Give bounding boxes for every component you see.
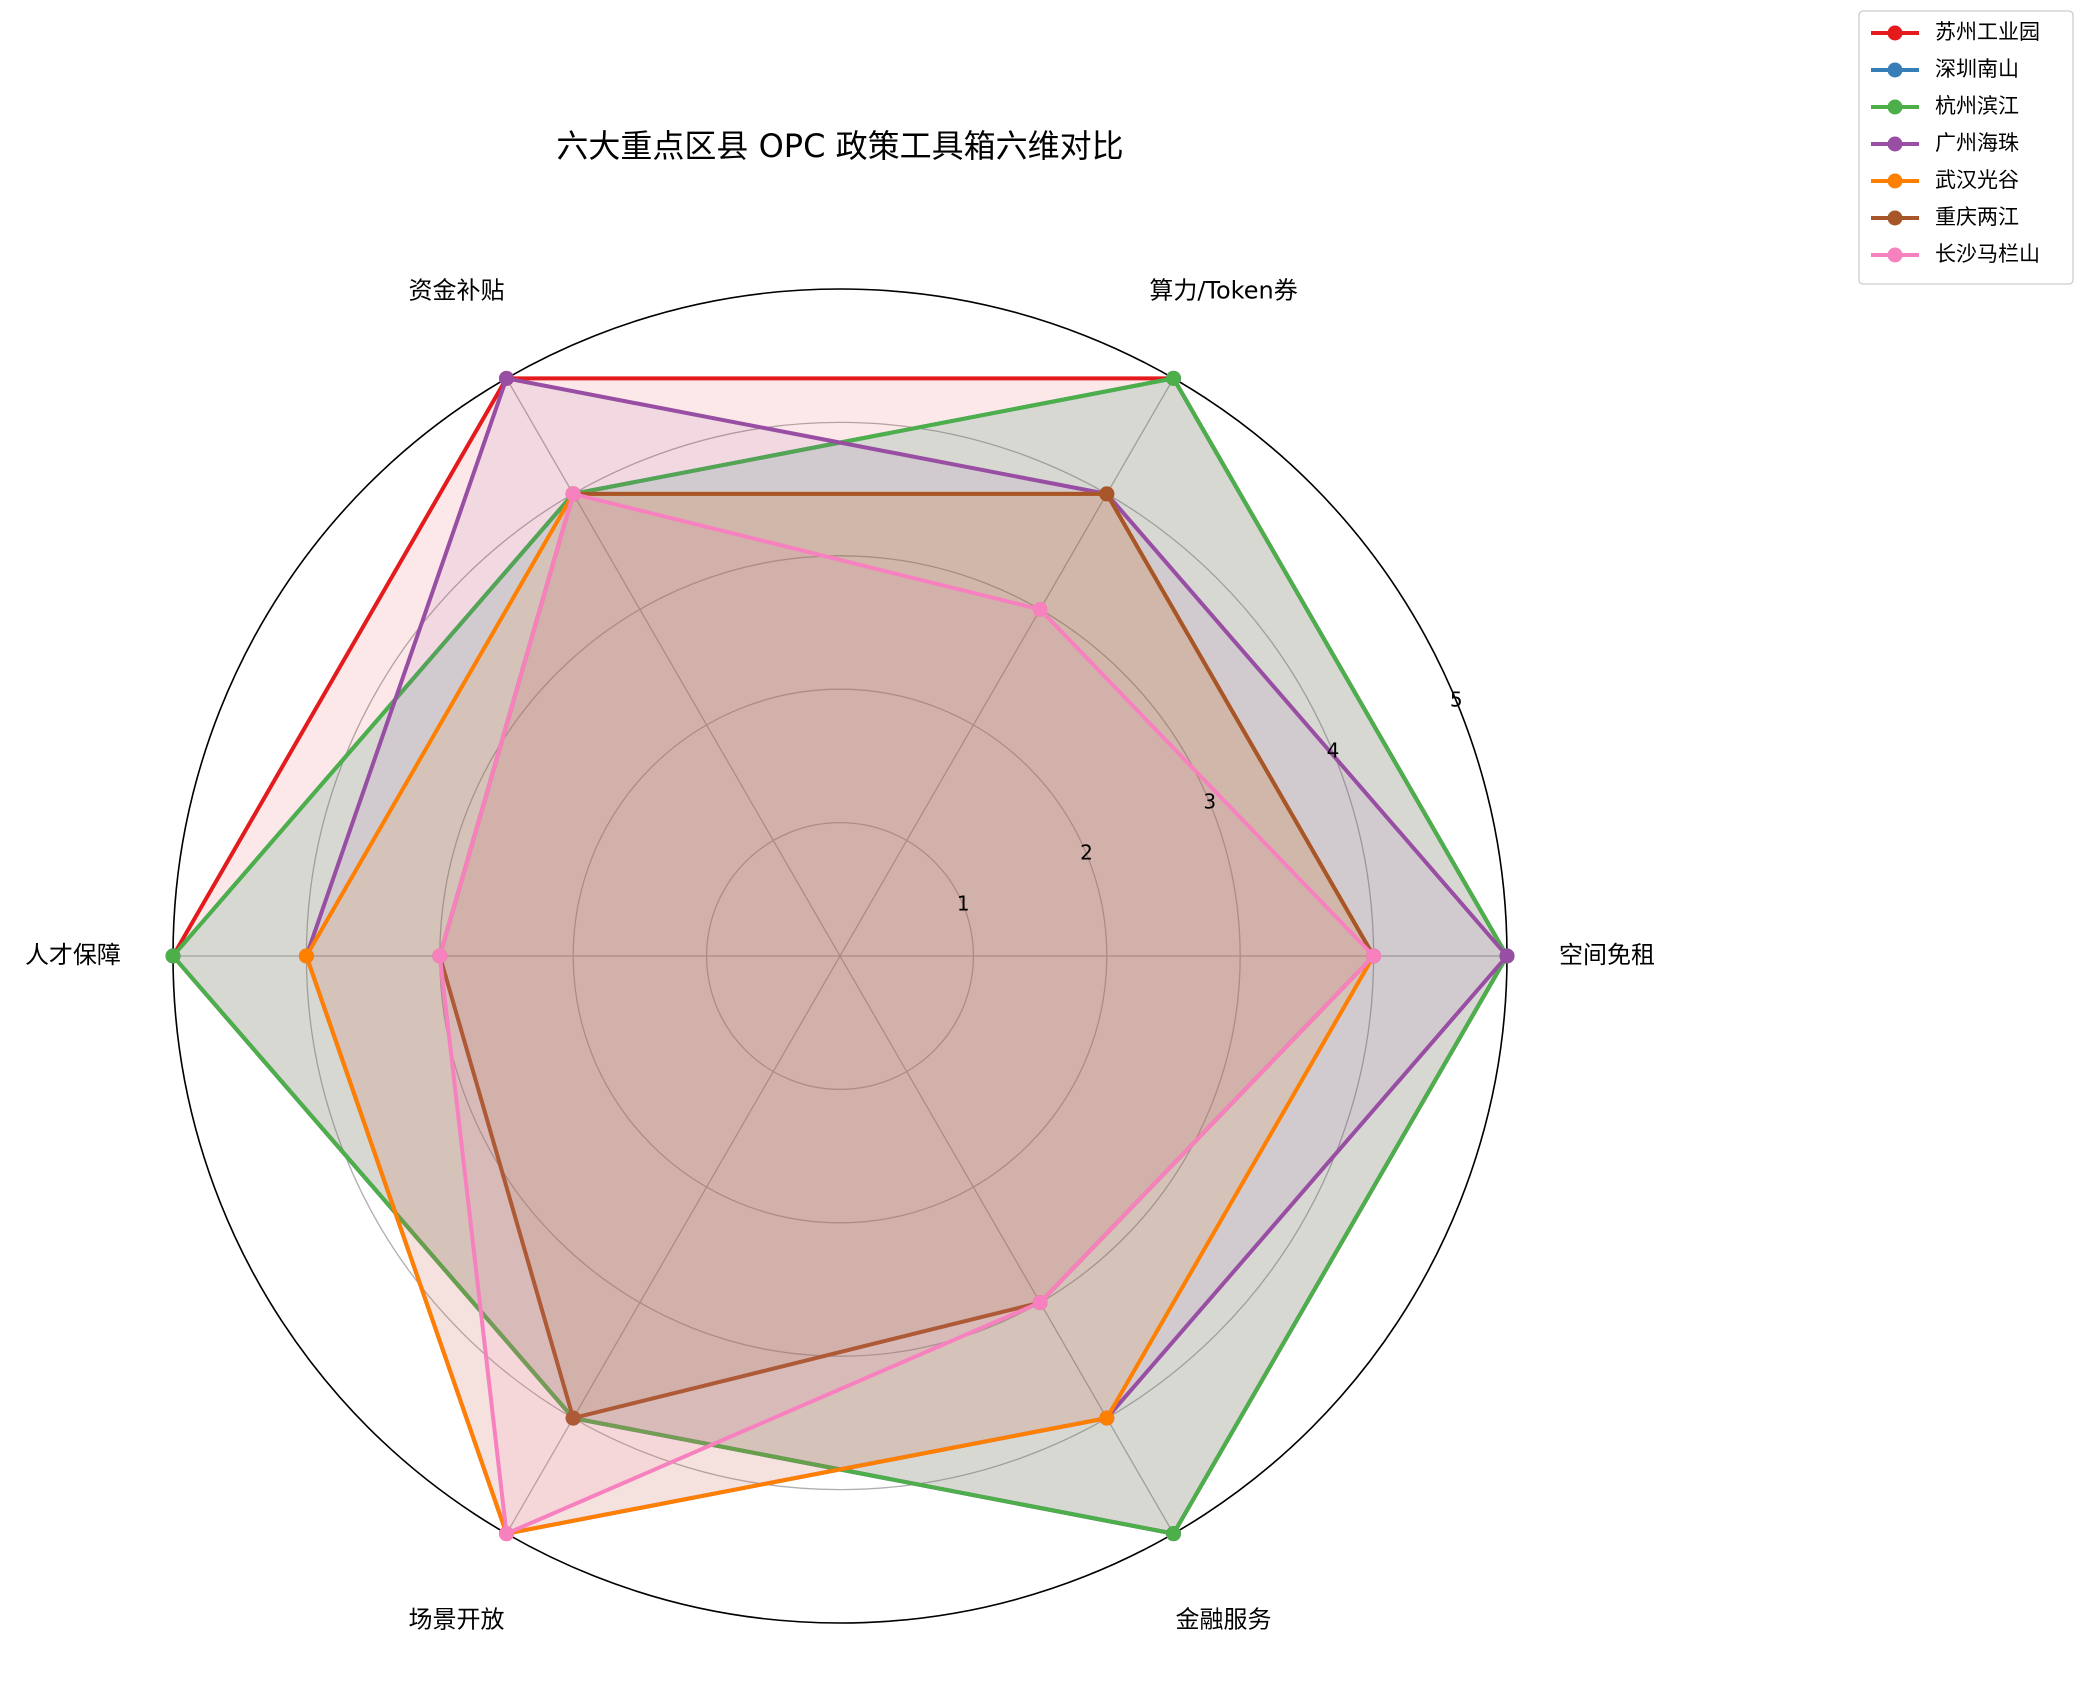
point bbox=[298, 948, 314, 964]
spoke bbox=[505, 378, 841, 957]
series-area bbox=[173, 378, 1507, 1534]
point bbox=[432, 948, 448, 964]
spoke bbox=[505, 955, 841, 1534]
axis-label: 算力/Token券 bbox=[1149, 277, 1297, 305]
series-area bbox=[439, 493, 1374, 1534]
series-area bbox=[173, 378, 1507, 1534]
point bbox=[565, 486, 581, 502]
legend-label: 苏州工业园 bbox=[1935, 20, 2040, 44]
legend-marker bbox=[1887, 99, 1903, 115]
point bbox=[1499, 948, 1515, 964]
point bbox=[1166, 370, 1181, 386]
legend-label: 重庆两江 bbox=[1935, 205, 2019, 229]
legend-marker bbox=[1887, 210, 1903, 226]
point bbox=[1366, 948, 1382, 964]
point bbox=[1099, 486, 1115, 502]
legend-label: 深圳南山 bbox=[1935, 57, 2019, 81]
r-tick-label: 1 bbox=[957, 891, 970, 915]
legend-label: 广州海珠 bbox=[1935, 131, 2019, 155]
legend-label: 武汉光谷 bbox=[1935, 168, 2019, 192]
point bbox=[1166, 1526, 1181, 1542]
axis-label: 资金补贴 bbox=[408, 277, 504, 305]
point bbox=[165, 948, 181, 964]
axis-label: 空间免租 bbox=[1559, 941, 1655, 969]
legend-marker bbox=[1887, 173, 1903, 189]
series-area bbox=[173, 378, 1507, 1534]
point bbox=[1032, 1295, 1048, 1311]
legend-marker bbox=[1887, 136, 1903, 152]
legend-marker bbox=[1887, 25, 1903, 41]
spoke bbox=[839, 955, 1175, 1534]
r-tick-label: 2 bbox=[1080, 840, 1093, 864]
legend-label: 杭州滨江 bbox=[1935, 94, 2019, 118]
legend-marker bbox=[1887, 247, 1903, 263]
point bbox=[499, 1526, 514, 1542]
series-area bbox=[306, 493, 1374, 1534]
r-tick-label: 3 bbox=[1203, 789, 1216, 813]
legend-box bbox=[1858, 10, 2074, 285]
series-area bbox=[439, 493, 1374, 1419]
axis-label: 金融服务 bbox=[1176, 1605, 1272, 1633]
r-tick-label: 5 bbox=[1450, 687, 1463, 711]
r-tick-label: 4 bbox=[1327, 738, 1340, 762]
axis-label: 场景开放 bbox=[408, 1605, 504, 1633]
point bbox=[565, 1410, 581, 1426]
legend-marker bbox=[1887, 62, 1903, 78]
point bbox=[1099, 1410, 1115, 1426]
chart-title: 六大重点区县 OPC 政策工具箱六维对比 bbox=[556, 127, 1123, 165]
point bbox=[499, 370, 514, 386]
legend-label: 长沙马栏山 bbox=[1935, 242, 2040, 266]
axis-label: 人才保障 bbox=[25, 941, 121, 969]
point bbox=[1032, 601, 1048, 617]
spoke bbox=[839, 378, 1175, 957]
